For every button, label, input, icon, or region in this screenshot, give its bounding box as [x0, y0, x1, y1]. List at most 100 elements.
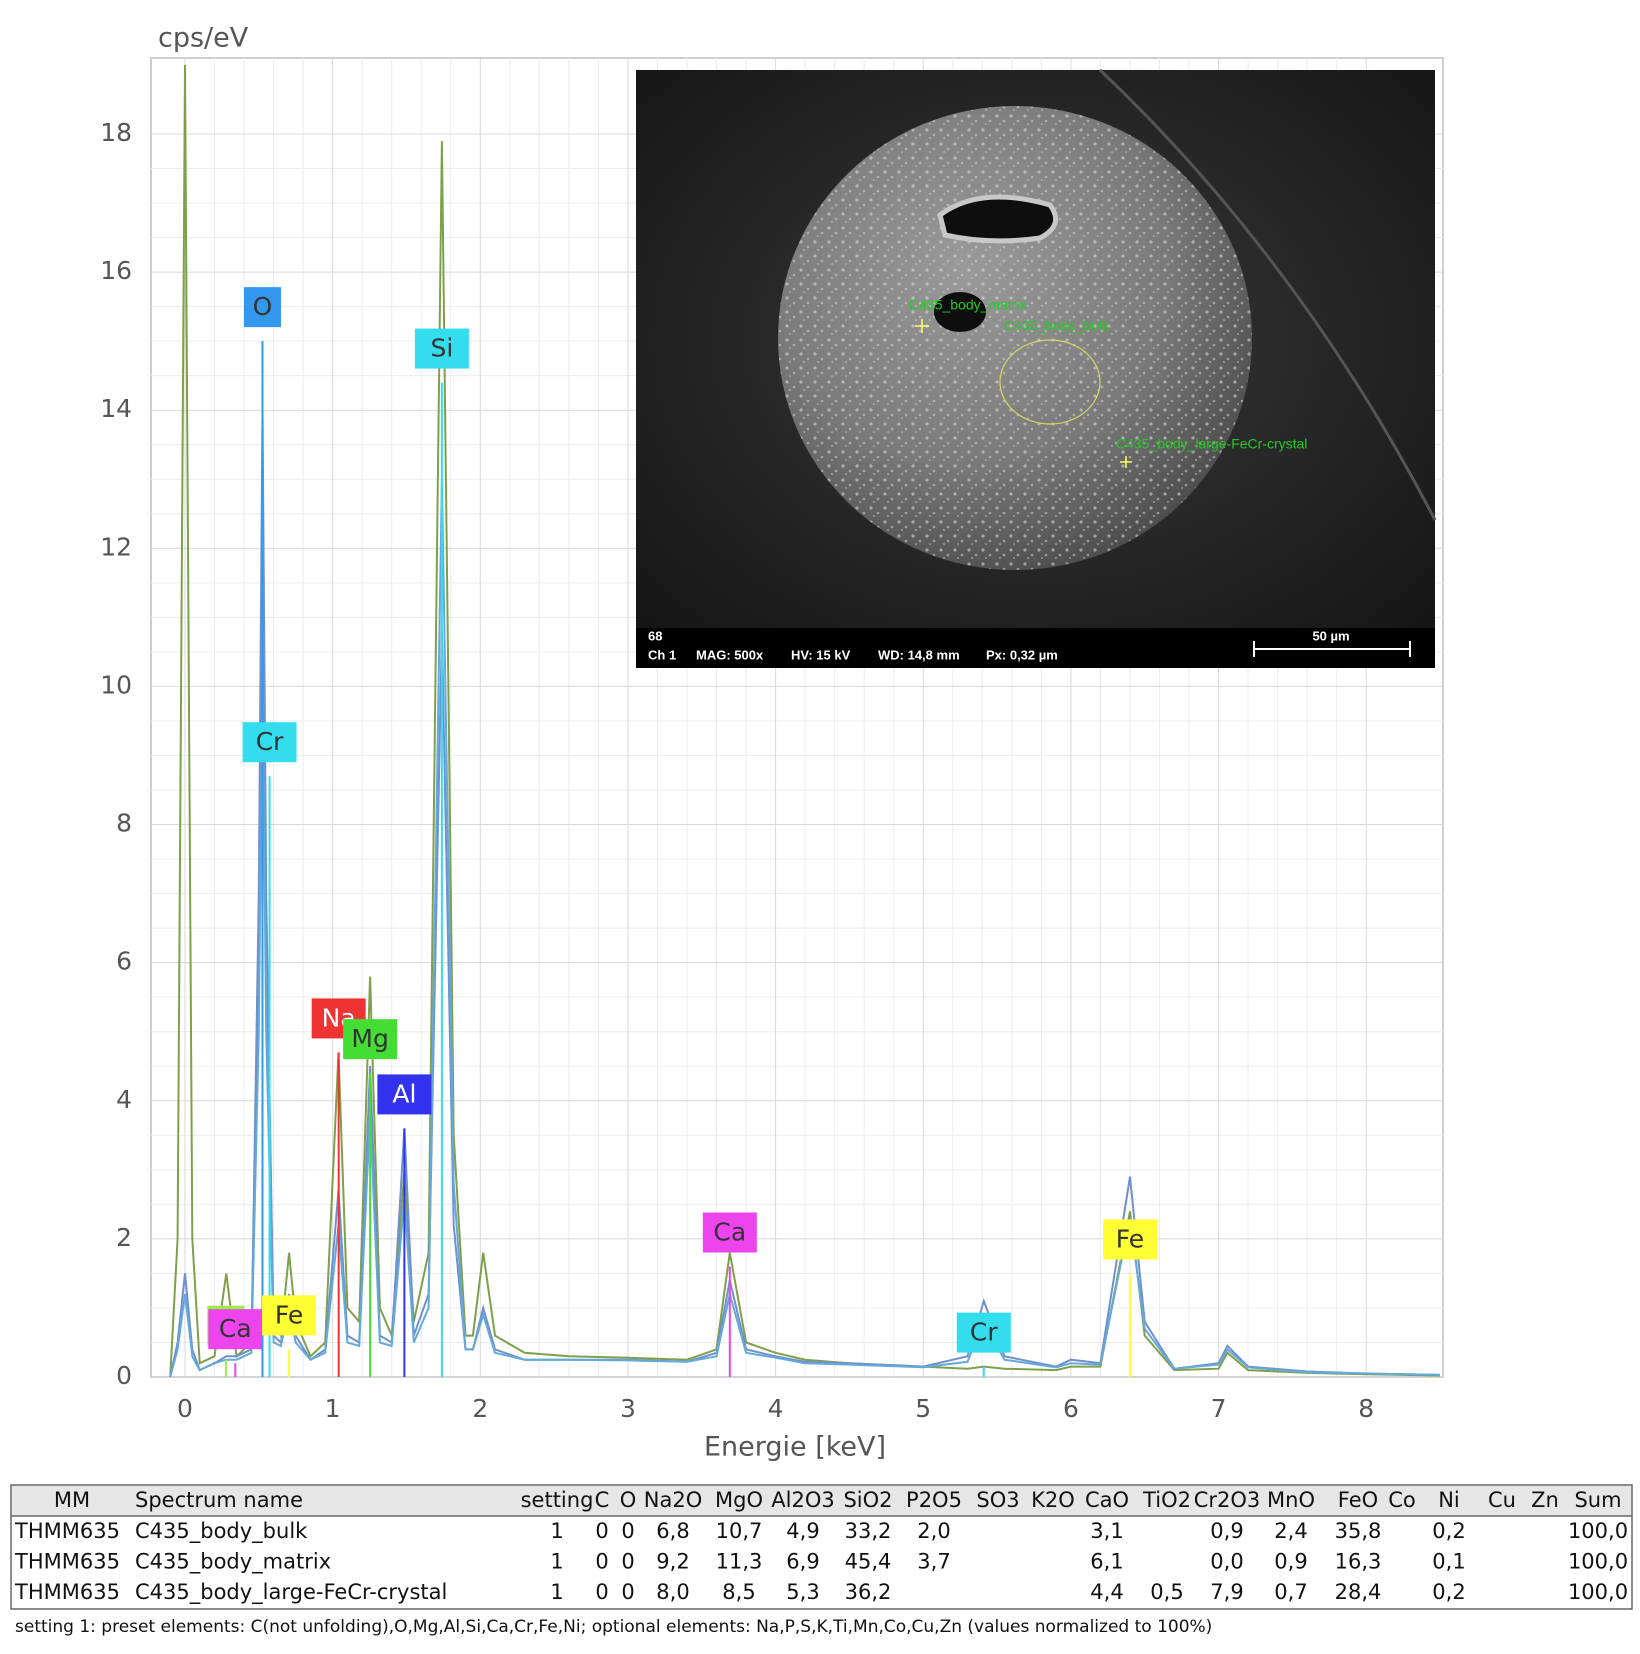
table-cell: 100,0: [1568, 1580, 1628, 1604]
element-label-box: [242, 722, 297, 763]
table-cell: 9,2: [656, 1550, 689, 1574]
element-label-box: [262, 1295, 317, 1336]
table-cell: 4,9: [786, 1519, 819, 1543]
x-tick-label: 7: [1211, 1394, 1227, 1423]
table-header-cell: MnO: [1267, 1488, 1315, 1512]
element-label: O: [253, 292, 273, 321]
table-cell: C435_body_matrix: [135, 1550, 331, 1575]
element-label-box: [414, 328, 469, 369]
table-cell: 4,4: [1090, 1580, 1123, 1604]
table-cell: 8,0: [656, 1580, 689, 1604]
sem-info: WD: 14,8 mm: [878, 647, 960, 662]
table-cell: 1: [550, 1580, 563, 1604]
table-cell: 0,1: [1432, 1550, 1465, 1574]
table-cell: 0,2: [1432, 1580, 1465, 1604]
table-cell: 0: [621, 1550, 634, 1574]
element-label: Ca: [713, 1218, 746, 1247]
element-label-box: [243, 287, 281, 328]
y-tick-label: 18: [100, 118, 132, 147]
y-axis-label: cps/eV: [158, 23, 249, 54]
sem-tag: C435_body_bulk: [1004, 318, 1110, 334]
table-cell: C435_body_bulk: [135, 1519, 308, 1544]
sem-crosshair: [1120, 456, 1132, 468]
y-tick-label: 8: [116, 809, 132, 838]
table-cell: 0: [621, 1580, 634, 1604]
element-label: Fe: [275, 1300, 303, 1329]
spectra: [169, 64, 1441, 1377]
x-tick-label: 3: [620, 1394, 636, 1423]
table-cell: 0: [595, 1519, 608, 1543]
sem-info: Ch 1: [648, 647, 676, 662]
table-cell: 100,0: [1568, 1519, 1628, 1543]
table-header-cell: FeO: [1338, 1488, 1378, 1512]
sem-info: Px: 0,32 µm: [986, 647, 1058, 662]
table-cell: 3,7: [917, 1550, 950, 1574]
sem-texture: [778, 106, 1252, 570]
table-cell: 45,4: [845, 1550, 892, 1574]
table-header-cell: TiO2: [1142, 1488, 1191, 1512]
table-header-cell: setting: [521, 1488, 594, 1512]
table-header-cell: Spectrum name: [135, 1488, 303, 1512]
sem-tag: C435_body_large-FeCr-crystal: [1116, 436, 1307, 452]
table-cell: 6,8: [656, 1519, 689, 1543]
element-label-box: [956, 1312, 1011, 1353]
table-cell: C435_body_large-FeCr-crystal: [135, 1580, 447, 1605]
table-cell: 1: [550, 1519, 563, 1543]
table-cell: 16,3: [1335, 1550, 1382, 1574]
table-cell: 0,5: [1150, 1580, 1183, 1604]
x-tick-label: 4: [768, 1394, 784, 1423]
table-cell: 0,9: [1274, 1550, 1307, 1574]
sem-bulk-region: [999, 339, 1101, 425]
table-cell: 28,4: [1335, 1580, 1382, 1604]
table-cell: THMM635: [14, 1519, 120, 1543]
table-header-cell: Zn: [1531, 1488, 1559, 1512]
sem-cavity: [937, 194, 1059, 244]
table-header-cell: SO3: [976, 1488, 1019, 1512]
element-label: Al: [392, 1079, 416, 1108]
table-cell: 5,3: [786, 1580, 819, 1604]
table-cell: THMM635: [14, 1580, 120, 1604]
table-header-cell: K2O: [1031, 1488, 1075, 1512]
table-cell: 0,7: [1274, 1580, 1307, 1604]
y-tick-label: 14: [100, 394, 132, 423]
sem-info: HV: 15 kV: [791, 647, 851, 662]
y-tick-label: 10: [100, 670, 132, 699]
element-label-box: [377, 1074, 432, 1115]
table-cell: 33,2: [845, 1519, 892, 1543]
y-tick-label: 0: [116, 1361, 132, 1390]
x-tick-label: 2: [472, 1394, 488, 1423]
table-header-cell: SiO2: [843, 1488, 892, 1512]
table-cell: 10,7: [716, 1519, 763, 1543]
table-header-cell: MgO: [715, 1488, 763, 1512]
table-cell: 8,5: [722, 1580, 755, 1604]
x-tick-label: 1: [325, 1394, 341, 1423]
element-label-box: [702, 1212, 757, 1253]
x-tick-label: 6: [1063, 1394, 1079, 1423]
table-cell: THMM635: [14, 1550, 120, 1574]
sem-tag: C435_body_matrix: [909, 297, 1027, 313]
table-cell: 0: [595, 1580, 608, 1604]
table-cell: 3,1: [1090, 1519, 1123, 1543]
table-header-cell: Cr2O3: [1194, 1488, 1261, 1512]
element-label-box: [1102, 1219, 1157, 1260]
table-header-cell: C: [595, 1488, 610, 1512]
table-cell: 2,0: [917, 1519, 950, 1543]
table-header-cell: CaO: [1085, 1488, 1129, 1512]
table-header-cell: Na2O: [644, 1488, 702, 1512]
element-label-box: [343, 1019, 398, 1060]
table-header-cell: Co: [1388, 1488, 1416, 1512]
sem-crosshair: [915, 319, 929, 333]
table-header-cell: Al2O3: [771, 1488, 834, 1512]
y-tick-label: 12: [100, 532, 132, 561]
element-label: Cr: [970, 1318, 998, 1347]
table-cell: 7,9: [1210, 1580, 1243, 1604]
table-cell: 35,8: [1335, 1519, 1382, 1543]
y-tick-label: 4: [116, 1085, 132, 1114]
x-tick-label: 8: [1358, 1394, 1374, 1423]
table-cell: 0,0: [1210, 1550, 1243, 1574]
table-cell: 0: [621, 1519, 634, 1543]
sem-hole: [934, 292, 986, 332]
element-label: Ca: [219, 1314, 252, 1343]
y-tick-label: 16: [100, 256, 132, 285]
